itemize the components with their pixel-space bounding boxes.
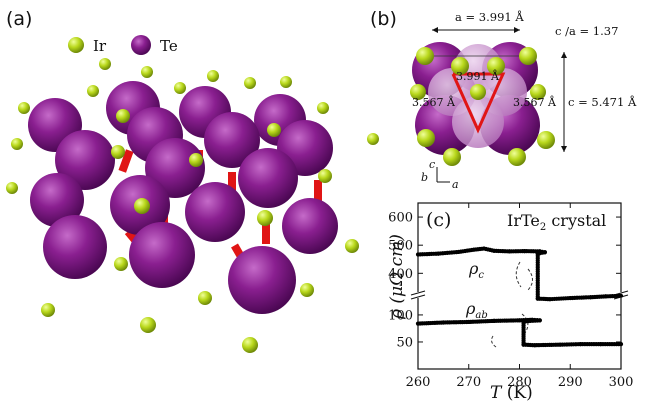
series-label-rho-c: ρc — [468, 259, 484, 281]
lattice-a-label: a = 3.991 Å — [455, 10, 524, 24]
te-triangle — [451, 72, 506, 134]
unit-cell-illustration — [410, 42, 555, 166]
lattice-c-label: c = 5.471 Å — [568, 95, 637, 109]
axis-triad: c b a — [421, 158, 459, 191]
x-axis-label: T (K) — [490, 383, 533, 403]
x-tick-label: 270 — [456, 375, 481, 390]
legend-te-label: Te — [160, 37, 178, 55]
y-tick-label: 500 — [388, 239, 413, 254]
triangle-top-label: 3.991 Å — [456, 69, 500, 83]
svg-text:a: a — [452, 178, 459, 191]
series-label-rho-ab: ρab — [465, 299, 488, 321]
panel-a-label: (a) — [6, 8, 32, 30]
svg-text:c: c — [429, 158, 435, 171]
rho-c-point — [618, 293, 624, 298]
x-tick-label: 290 — [558, 375, 583, 390]
panel-c-label: (c) — [426, 209, 451, 231]
ir-legend-icon — [68, 37, 84, 53]
panel-b-label: (b) — [370, 8, 397, 30]
legend-ir-label: Ir — [93, 37, 107, 55]
svg-text:b: b — [421, 171, 428, 184]
c-over-a-label: c /a = 1.37 — [555, 24, 618, 38]
rho-ab-point — [618, 342, 624, 347]
y-tick-label: 400 — [388, 267, 413, 282]
y-tick-label: 50 — [396, 335, 413, 350]
arrow-cooling-rho-c — [515, 261, 522, 288]
y-tick-label: 100 — [388, 308, 413, 323]
y-axis-label: ρ (μΩ cm) — [387, 234, 407, 320]
x-tick-label: 260 — [406, 375, 431, 390]
triangle-right-label: 3.567 Å — [513, 95, 557, 109]
crystal-structure-illustration — [6, 58, 379, 353]
axis-break-left — [410, 290, 426, 300]
panel-b: (b) a = 3.991 Å c /a = 1.37 — [370, 8, 637, 191]
arrow-cooling-rho-ab — [491, 335, 497, 348]
y-tick-label: 600 — [388, 211, 413, 226]
chart-title: IrTe2 crystal — [507, 211, 606, 233]
x-tick-label: 300 — [609, 375, 634, 390]
panel-c-chart: (c) IrTe2 crystal ρc ρab ρ (μΩ cm) T (K)… — [387, 202, 634, 403]
arrow-heating-rho-c — [527, 268, 533, 291]
triangle-left-label: 3.567 Å — [412, 95, 456, 109]
panel-a: (a) Ir Te — [6, 8, 379, 353]
te-legend-icon — [131, 35, 151, 55]
x-tick-label: 280 — [507, 375, 532, 390]
